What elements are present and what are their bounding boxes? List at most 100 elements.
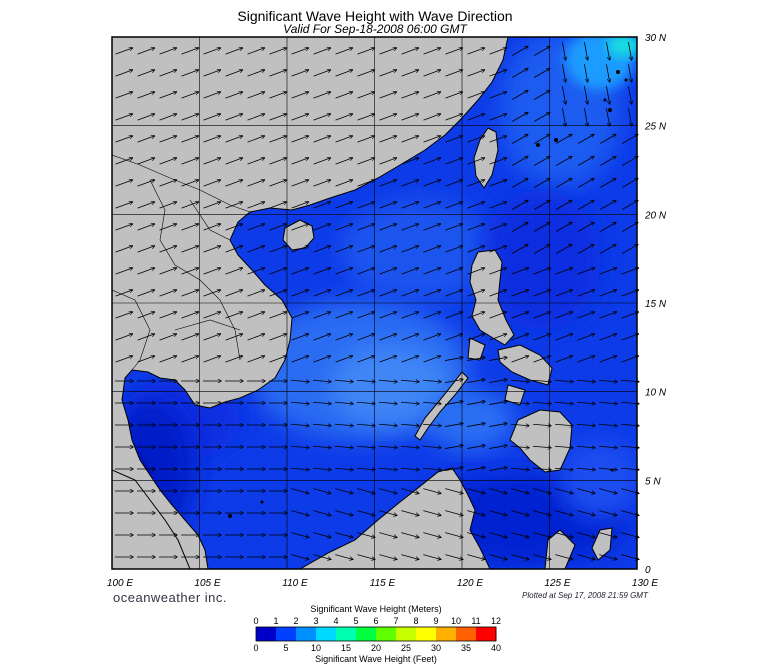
direction-arrow <box>599 510 616 516</box>
direction-arrow <box>620 424 639 426</box>
direction-arrow <box>313 290 331 297</box>
direction-arrow <box>621 532 638 538</box>
direction-arrow <box>313 356 331 363</box>
direction-arrow <box>137 290 155 297</box>
direction-arrow <box>620 446 639 448</box>
meter-tick-label: 8 <box>413 616 418 626</box>
direction-arrow <box>467 488 484 494</box>
longitude-label: 100 E <box>107 578 133 589</box>
direction-arrow <box>378 402 397 404</box>
direction-arrow <box>511 290 529 297</box>
direction-arrow <box>357 48 375 55</box>
direction-arrow <box>489 202 507 209</box>
direction-arrow <box>203 312 221 319</box>
direction-arrow <box>511 554 528 560</box>
longitude-label: 110 E <box>282 578 308 589</box>
meter-tick-label: 7 <box>393 616 398 626</box>
direction-arrow <box>401 202 419 209</box>
direction-arrow <box>247 356 265 363</box>
direction-arrow <box>423 488 440 494</box>
direction-arrow <box>510 402 529 404</box>
feet-tick-label: 10 <box>311 643 321 653</box>
direction-arrow <box>621 268 639 275</box>
direction-arrow <box>511 312 529 319</box>
direction-arrow <box>357 246 375 253</box>
luzon-island <box>469 249 515 346</box>
direction-arrow <box>445 290 463 297</box>
colorbar-swatch <box>376 627 397 641</box>
direction-arrow <box>467 334 485 341</box>
direction-arrow <box>562 64 565 82</box>
direction-arrow <box>423 268 441 275</box>
direction-arrow <box>620 402 639 404</box>
direction-arrow <box>555 290 573 297</box>
direction-arrow <box>269 202 287 209</box>
direction-arrow <box>181 92 199 99</box>
direction-arrow <box>400 424 419 426</box>
direction-arrow <box>181 312 199 319</box>
direction-arrow <box>378 424 397 426</box>
direction-arrow <box>400 402 419 404</box>
direction-arrow <box>159 290 177 297</box>
direction-arrow <box>269 158 287 165</box>
direction-arrow <box>379 554 396 560</box>
direction-arrow <box>467 268 485 275</box>
direction-arrow <box>181 48 199 55</box>
direction-arrow <box>620 468 639 470</box>
direction-arrow <box>598 424 617 426</box>
direction-arrow <box>600 245 616 254</box>
direction-arrow <box>379 48 397 55</box>
direction-arrow <box>115 356 133 363</box>
direction-arrow <box>576 380 595 382</box>
direction-arrow <box>137 224 155 231</box>
direction-arrow <box>423 554 440 560</box>
direction-arrow <box>203 136 221 143</box>
direction-arrow <box>334 380 353 382</box>
direction-arrow <box>467 92 485 99</box>
direction-arrow <box>423 70 441 77</box>
direction-arrow <box>379 114 397 121</box>
direction-arrow <box>247 48 265 55</box>
direction-arrow <box>313 48 331 55</box>
direction-arrow <box>312 424 331 426</box>
direction-arrow <box>622 223 638 232</box>
direction-arrow <box>379 510 396 516</box>
direction-arrow <box>115 136 133 143</box>
direction-arrow <box>445 136 463 143</box>
direction-arrow <box>335 48 353 55</box>
direction-arrow <box>379 268 397 275</box>
colorbar-swatch <box>276 627 297 641</box>
direction-arrow <box>356 468 375 470</box>
direction-arrow <box>622 157 638 166</box>
direction-arrow <box>510 424 529 426</box>
direction-arrow <box>269 268 287 275</box>
direction-arrow <box>203 48 221 55</box>
direction-arrow <box>584 64 587 82</box>
direction-arrow <box>606 108 609 126</box>
direction-arrow <box>577 488 594 494</box>
direction-arrow <box>445 224 463 231</box>
direction-arrow <box>379 488 396 494</box>
direction-arrow <box>181 356 199 363</box>
direction-arrow <box>115 70 133 77</box>
direction-arrow <box>423 180 441 187</box>
direction-arrow <box>335 312 353 319</box>
direction-arrow <box>598 380 617 382</box>
direction-arrow <box>225 246 243 253</box>
direction-arrow <box>357 114 375 121</box>
direction-arrow <box>598 446 617 448</box>
direction-arrow <box>401 70 419 77</box>
direction-arrow <box>290 402 309 404</box>
direction-arrow <box>401 488 418 494</box>
direction-arrow <box>269 70 287 77</box>
direction-arrow <box>203 114 221 121</box>
direction-arrow <box>291 180 309 187</box>
direction-arrow <box>621 334 639 341</box>
direction-arrow <box>356 424 375 426</box>
latitude-label: 15 N <box>645 299 667 310</box>
direction-arrow <box>400 468 419 470</box>
direction-arrow <box>159 114 177 121</box>
direction-arrow <box>423 224 441 231</box>
direction-arrow <box>512 157 528 166</box>
